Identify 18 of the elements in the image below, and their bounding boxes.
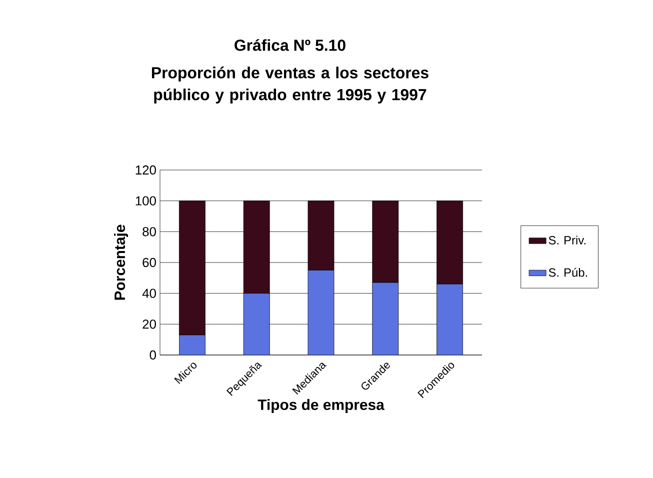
y-tick-label: 0	[150, 350, 156, 360]
bar	[179, 334, 206, 355]
legend-label: S. Púb.	[548, 268, 588, 277]
bar	[372, 282, 399, 355]
bar	[243, 293, 270, 355]
y-tick-label: 80	[142, 227, 156, 236]
chart-subtitle: Proporción de ventas a los sectores público y privado entre 1995 y 1997	[152, 66, 428, 104]
y-tick-label: 20	[142, 320, 156, 329]
x-axis-title: Tipos de empresa	[258, 399, 384, 413]
y-tick-label: 100	[136, 196, 156, 206]
y-tick-label: 120	[136, 165, 156, 175]
y-tick-label: 40	[142, 288, 156, 298]
y-tick-label: 60	[142, 258, 156, 268]
bar	[308, 270, 334, 355]
legend-label: S. Priv.	[548, 236, 586, 244]
chart-title: Gráfica Nº 5.10	[234, 39, 346, 51]
y-axis-title: Porcentaje	[114, 224, 128, 300]
bar	[436, 284, 463, 355]
